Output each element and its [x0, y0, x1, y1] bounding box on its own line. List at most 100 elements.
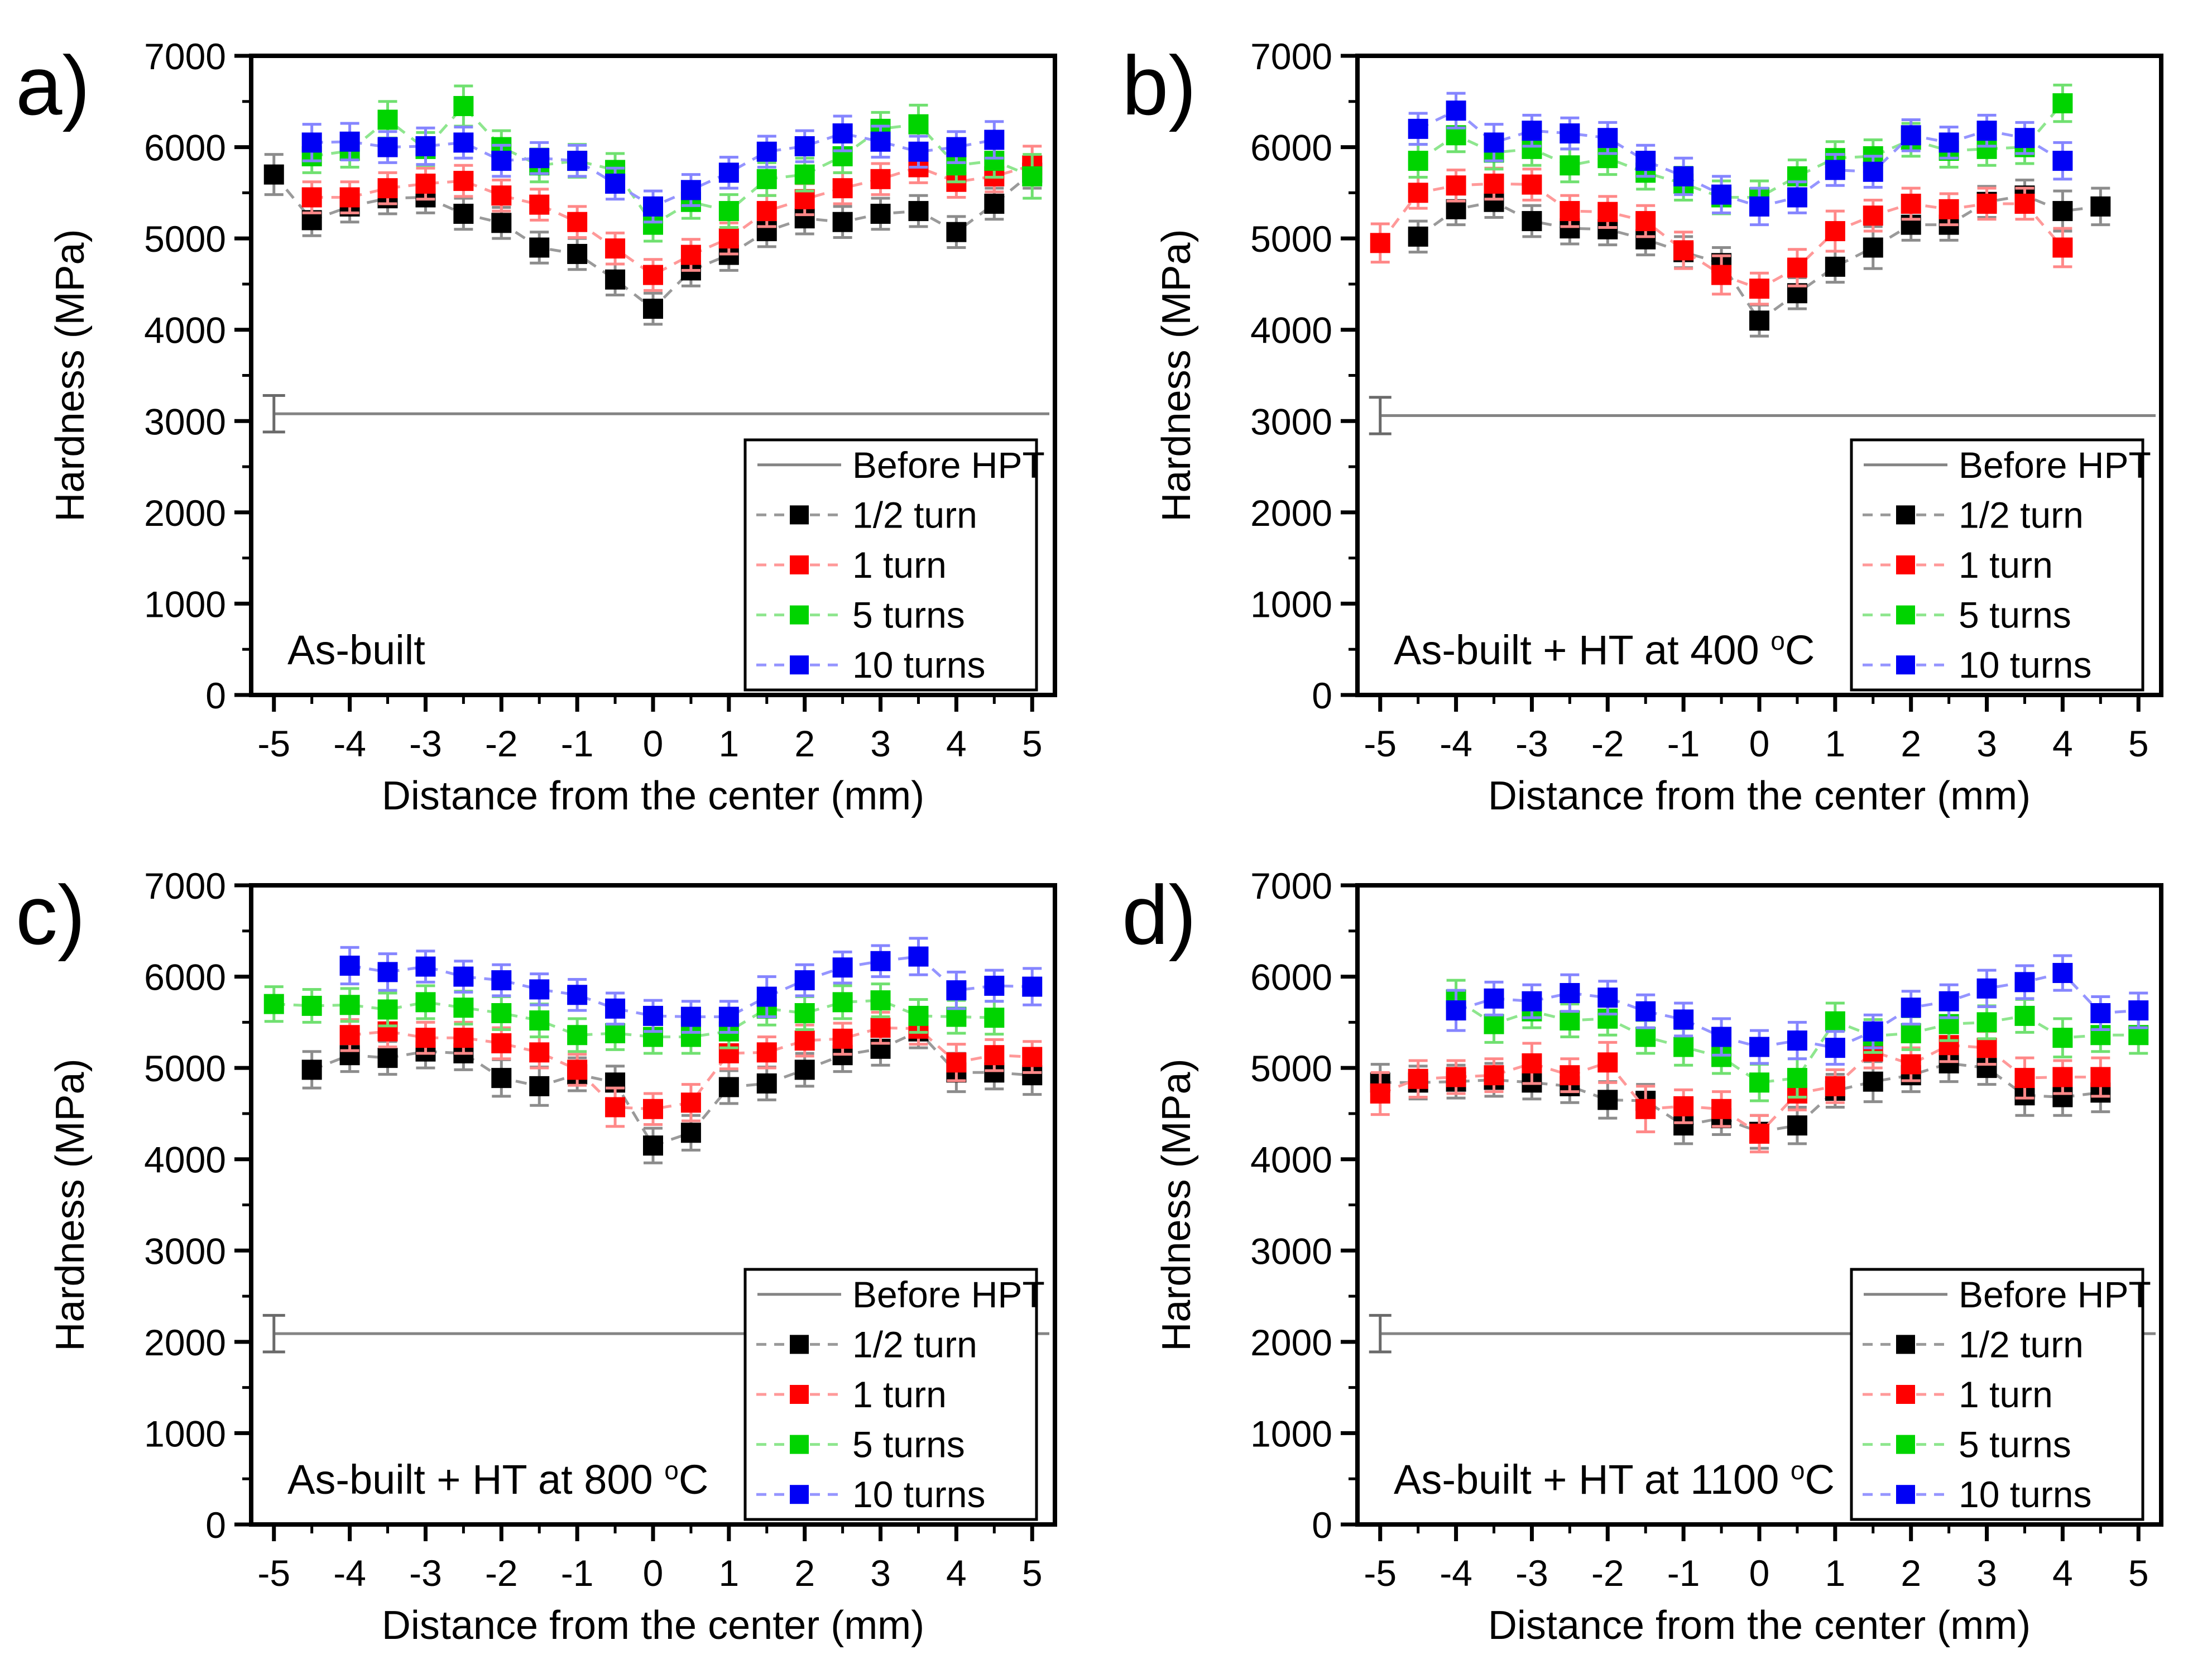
x-tick-label: -3	[1515, 723, 1548, 764]
legend-entry-label: 10 turns	[852, 1474, 985, 1515]
panel-letter: d)	[1122, 868, 1196, 962]
data-marker	[339, 955, 360, 976]
data-marker	[794, 164, 815, 185]
data-marker	[1825, 1076, 1845, 1096]
series-10-turns	[1408, 92, 2073, 227]
data-marker	[832, 992, 853, 1013]
legend-marker	[1896, 1435, 1915, 1454]
x-tick-label: 3	[870, 1552, 891, 1594]
x-tick-label: 0	[643, 723, 664, 764]
data-marker	[1749, 196, 1769, 217]
data-marker	[339, 187, 360, 208]
y-tick-label: 7000	[1250, 865, 1332, 907]
data-marker	[1560, 155, 1580, 176]
y-tick-label: 3000	[144, 401, 226, 442]
panel-annotation: As-built	[287, 627, 425, 673]
data-marker	[567, 1025, 588, 1046]
data-marker	[1673, 1037, 1694, 1057]
x-tick-label: 3	[1976, 1552, 1997, 1594]
data-marker	[491, 151, 512, 171]
data-marker	[1749, 279, 1769, 299]
x-tick-label: -1	[561, 723, 594, 764]
data-marker	[301, 995, 322, 1016]
x-tick-label: -2	[485, 1552, 518, 1594]
data-marker	[680, 1006, 701, 1027]
x-tick-label: 4	[946, 723, 967, 764]
data-marker	[605, 1097, 626, 1118]
data-marker	[794, 1059, 815, 1080]
data-marker	[1446, 199, 1466, 219]
y-tick-label: 1000	[144, 583, 226, 625]
y-tick-label: 1000	[144, 1413, 226, 1454]
data-marker	[529, 237, 550, 258]
data-marker	[643, 1135, 663, 1156]
x-tick-label: 4	[2052, 723, 2073, 764]
data-marker	[377, 137, 398, 157]
series-1-turn	[1370, 166, 2073, 306]
data-marker	[415, 136, 436, 156]
legend-entry-label: 5 turns	[852, 594, 965, 636]
data-marker	[1673, 1096, 1694, 1116]
data-marker	[1825, 1011, 1845, 1032]
data-marker	[1446, 100, 1466, 121]
y-tick-label: 6000	[144, 957, 226, 998]
data-marker	[453, 998, 474, 1018]
data-marker	[870, 203, 891, 224]
data-marker	[1522, 991, 1542, 1011]
data-marker	[605, 238, 626, 259]
data-marker	[1711, 1027, 1732, 1047]
x-tick-label: -5	[257, 1552, 290, 1594]
x-tick-label: 1	[1825, 723, 1845, 764]
data-marker	[529, 979, 550, 1000]
y-tick-label: 4000	[1250, 1139, 1332, 1181]
data-marker	[1370, 1083, 1390, 1104]
data-marker	[870, 169, 891, 189]
legend-entry-label: 1 turn	[1959, 1374, 2053, 1415]
data-marker	[756, 169, 777, 189]
series-1-2-turn	[1370, 1043, 2111, 1150]
legend-entry-label: 10 turns	[1959, 644, 2091, 685]
data-marker	[1901, 1023, 1921, 1043]
data-marker	[1825, 1038, 1845, 1058]
data-marker	[453, 132, 474, 153]
series-5-turns	[1408, 83, 2073, 215]
data-marker	[1560, 1065, 1580, 1086]
x-tick-label: 1	[718, 723, 739, 764]
data-marker	[832, 123, 853, 144]
x-tick-label: 0	[643, 1552, 664, 1594]
data-marker	[946, 1052, 967, 1073]
data-marker	[453, 966, 474, 987]
data-marker	[643, 196, 663, 217]
legend-marker	[790, 555, 809, 574]
data-marker	[377, 178, 398, 199]
panel-c: c) -5 -4 -3 -2 -1 0 1 2 3 4 5 0 1000 2000 3000 4000 5000 6…	[0, 829, 1106, 1659]
data-marker	[1673, 240, 1694, 261]
data-marker	[1597, 128, 1618, 148]
y-tick-label: 0	[205, 1504, 226, 1546]
data-marker	[605, 174, 626, 194]
data-marker	[794, 1030, 815, 1051]
x-tick-label: -5	[257, 723, 290, 764]
legend-marker	[790, 505, 809, 525]
data-marker	[1749, 1072, 1769, 1093]
data-marker	[2052, 963, 2073, 984]
y-axis-title: Hardness (MPa)	[1154, 229, 1199, 521]
y-tick-label: 2000	[144, 1322, 226, 1363]
y-tick-label: 3000	[1250, 401, 1332, 442]
x-tick-label: -1	[1667, 1552, 1700, 1594]
legend-marker	[1896, 1335, 1915, 1354]
data-marker	[1022, 1047, 1043, 1067]
y-tick-label: 4000	[1250, 310, 1332, 351]
data-marker	[377, 962, 398, 982]
data-marker	[2128, 1000, 2149, 1021]
data-marker	[2090, 1067, 2111, 1087]
data-marker	[1522, 121, 1542, 141]
x-tick-label: -4	[333, 723, 366, 764]
x-tick-label: 0	[1749, 1552, 1770, 1594]
data-marker	[984, 130, 1005, 150]
data-marker	[301, 132, 322, 153]
data-marker	[756, 1073, 777, 1094]
x-tick-label: 4	[2052, 1552, 2073, 1594]
data-marker	[1635, 1001, 1656, 1022]
